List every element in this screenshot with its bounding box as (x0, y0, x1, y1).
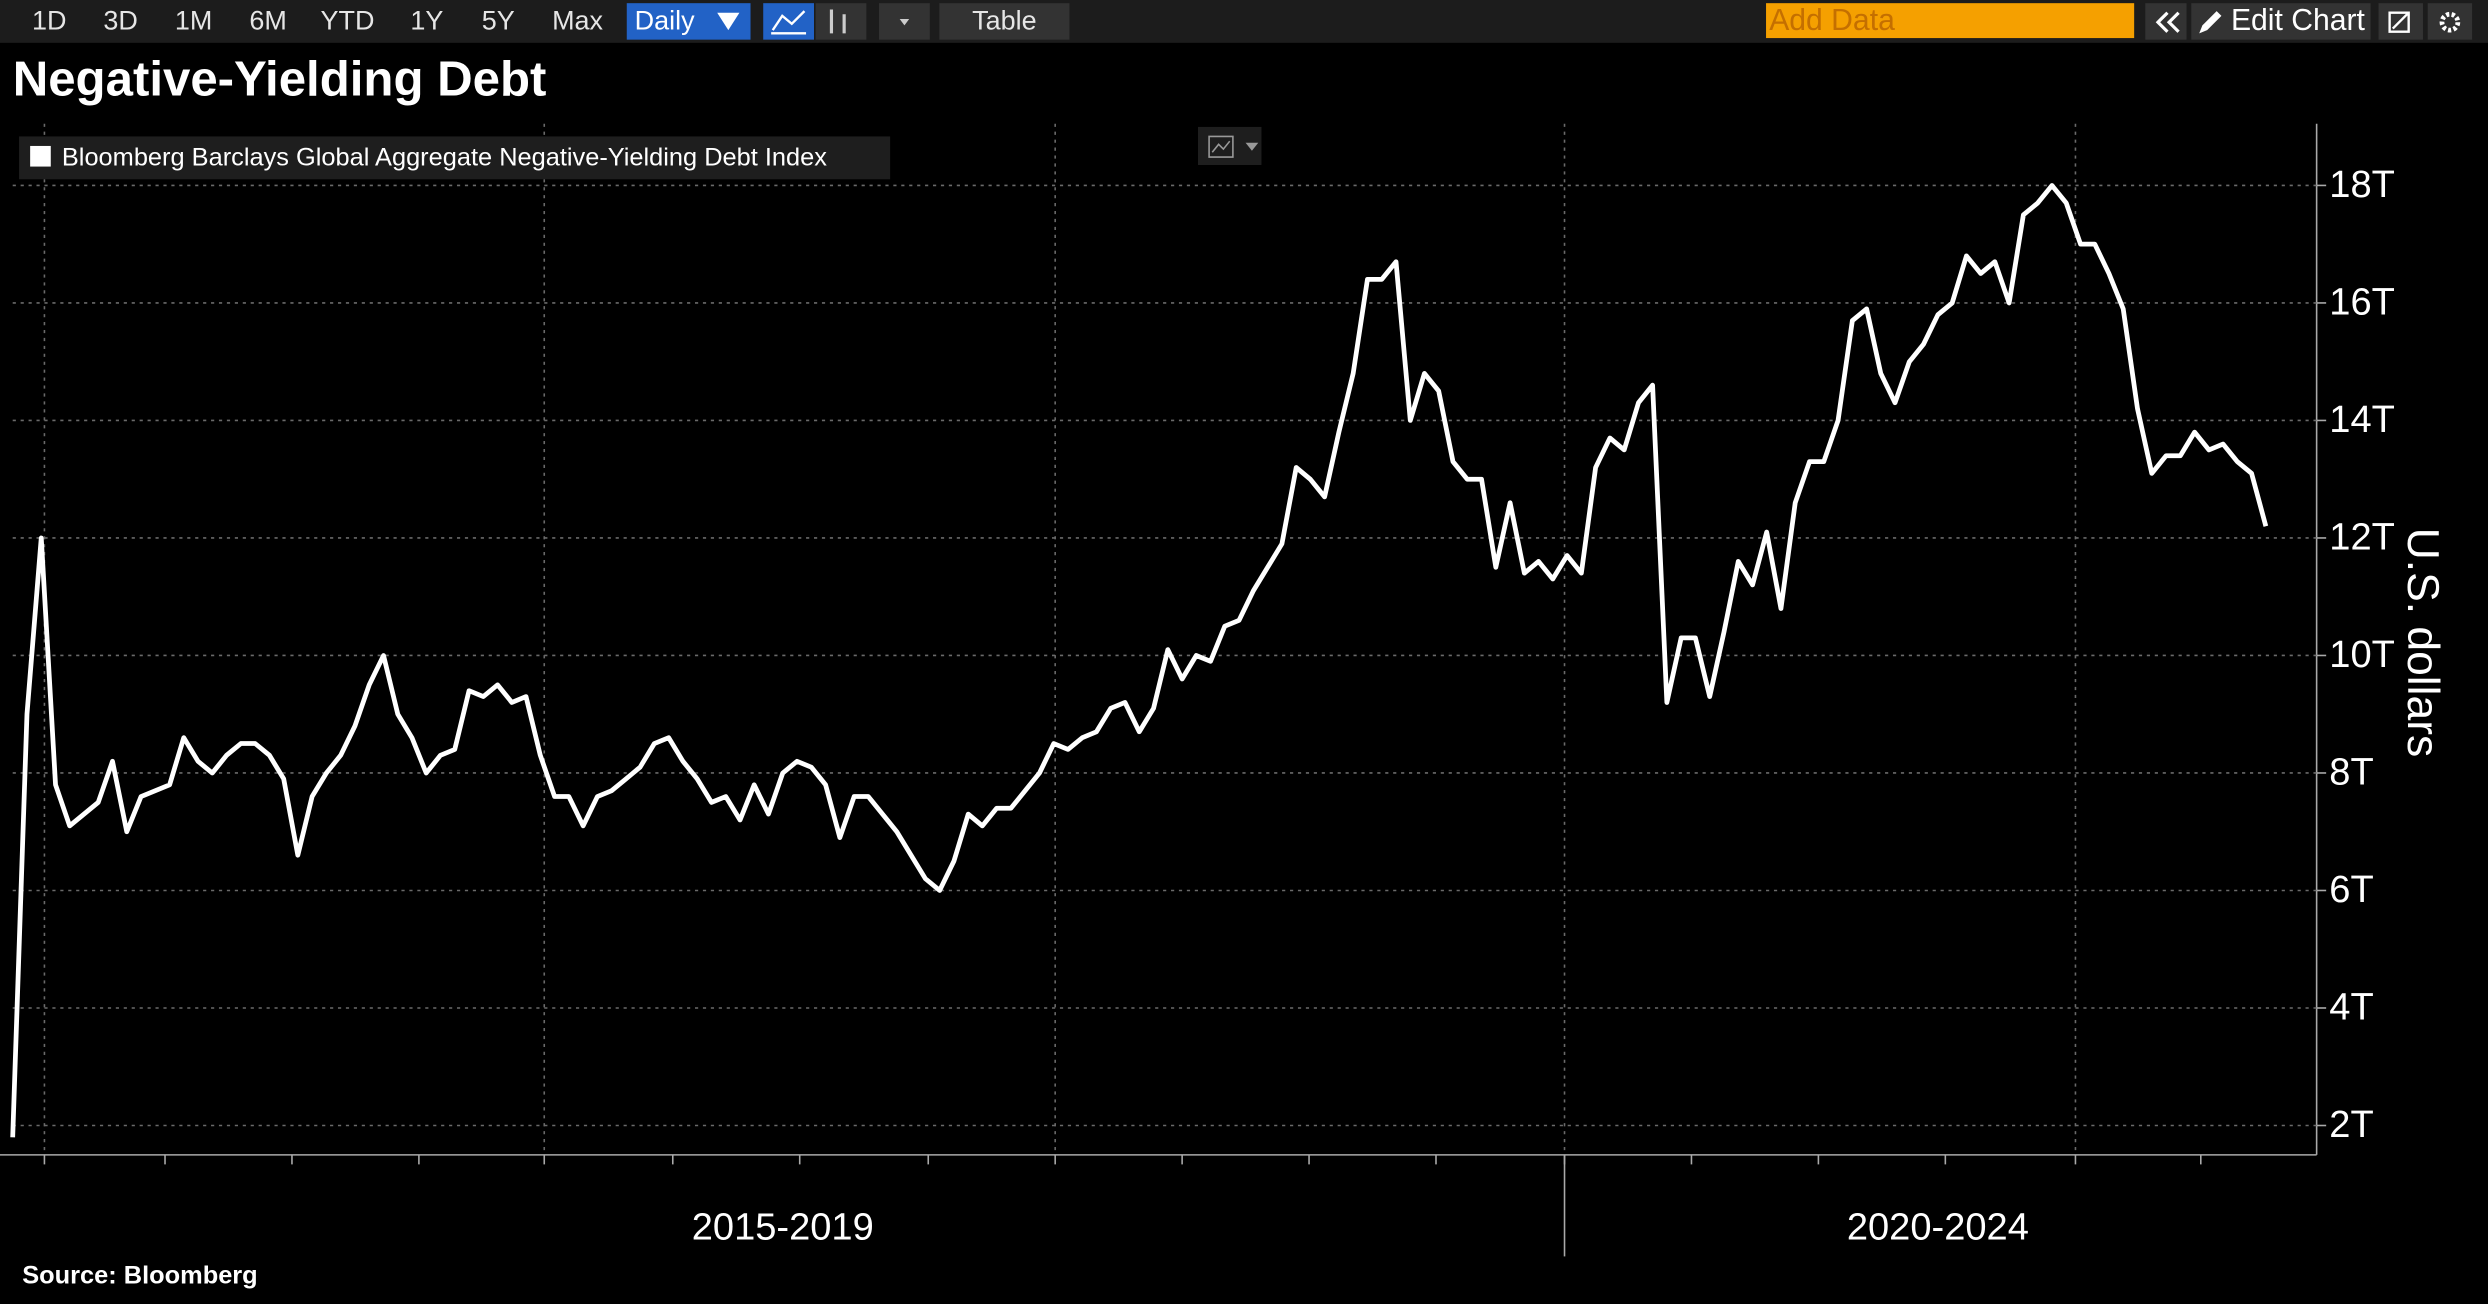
legend-swatch (30, 145, 51, 167)
range-button[interactable]: 5Y (482, 5, 515, 35)
range-button[interactable]: 6M (249, 5, 286, 35)
x-tick-label: 2015-2019 (692, 1207, 874, 1249)
table-button[interactable] (939, 3, 1070, 40)
dropdown-arrow (899, 19, 910, 26)
y-tick-label: 4T (2329, 987, 2373, 1029)
dropdown-arrow (717, 12, 740, 31)
y-tick-label: 14T (2329, 399, 2395, 441)
collapse-icon (2155, 11, 2180, 33)
range-button[interactable]: 1D (32, 5, 66, 35)
y-tick-label: 6T (2329, 869, 2373, 911)
edit-chart-button[interactable] (2191, 3, 2371, 40)
dropdown-arrow (1245, 142, 1259, 151)
x-tick-label: 2020-2024 (1847, 1207, 2029, 1249)
chart-type-icon (1208, 135, 1234, 158)
line-icon (771, 10, 807, 35)
legend (19, 136, 891, 180)
plot-area: 2T 4T 6T 8T 10T 12T 14T 16T 18T 2015-2019 2020-202… (0, 123, 2395, 1257)
y-tick-label: 8T (2329, 752, 2373, 794)
collapse-button[interactable] (2145, 3, 2187, 40)
pencil-icon (2199, 11, 2222, 34)
bar-chart-button[interactable] (815, 3, 867, 40)
range-button[interactable]: 3D (103, 5, 137, 35)
settings-button[interactable] (2427, 3, 2473, 40)
edit-chart-label[interactable]: Edit Chart (2231, 4, 2366, 37)
add-data-placeholder[interactable]: Add Data (1769, 4, 1895, 37)
range-button[interactable]: YTD (321, 5, 375, 35)
y-tick-label: 16T (2329, 282, 2395, 324)
toolbar-buttons: 1D 3D 1M 6M YTD 1Y 5Y Max (32, 5, 604, 35)
y-tick-label: 2T (2329, 1104, 2373, 1146)
legend-label: Bloomberg Barclays Global Aggregate Nega… (62, 143, 827, 171)
range-button[interactable]: 1M (175, 5, 212, 35)
y-axis-label: U.S. dollars (2398, 528, 2447, 757)
frequency-label[interactable]: Daily (635, 5, 695, 35)
y-tick-label: 12T (2329, 517, 2395, 559)
data-line (10, 183, 2269, 1138)
range-button[interactable]: 1Y (410, 5, 443, 35)
settings-icon (2439, 11, 2461, 33)
bar-icon (829, 9, 846, 34)
source: Source: Bloomberg (22, 1262, 257, 1290)
annotate-icon (2388, 11, 2410, 33)
table-label[interactable]: Table (972, 5, 1036, 35)
chart-title: Negative-Yielding Debt (13, 51, 547, 106)
add-data-input[interactable] (1766, 3, 2135, 39)
y-tick-label: 10T (2329, 634, 2395, 676)
y-tick-label: 18T (2329, 164, 2395, 206)
range-button[interactable]: Max (552, 5, 603, 35)
